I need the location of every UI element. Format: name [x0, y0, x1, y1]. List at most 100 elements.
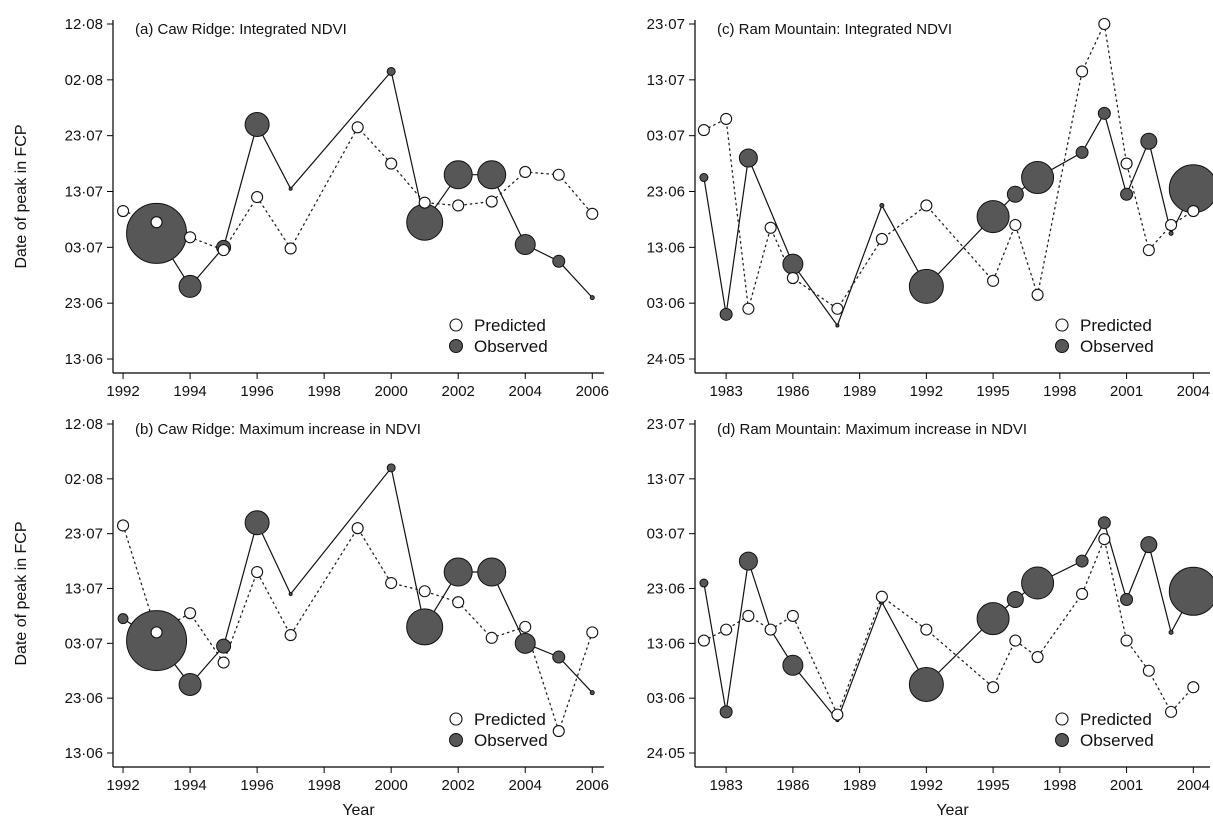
y-tick-label: 02·08 — [65, 471, 103, 488]
predicted-point — [586, 207, 599, 220]
x-tick-label: 2001 — [1110, 777, 1143, 794]
predicted-point — [1120, 157, 1133, 170]
x-tick-label: 1995 — [976, 383, 1009, 400]
predicted-point — [150, 626, 163, 639]
predicted-point — [720, 112, 733, 125]
predicted-point — [1187, 204, 1200, 218]
observed-point — [1097, 516, 1111, 530]
y-tick-label: 12·08 — [65, 416, 103, 433]
predicted-point — [1142, 244, 1155, 257]
predicted-point — [452, 199, 465, 212]
y-tick-label: 03·07 — [647, 526, 685, 543]
x-tick-label: 1986 — [776, 777, 809, 794]
x-tick-label: 1998 — [1043, 383, 1076, 400]
y-tick-label: 13·07 — [65, 581, 103, 598]
observed-point — [1075, 145, 1089, 159]
predicted-point — [150, 216, 163, 229]
x-tick-label: 1998 — [1043, 777, 1076, 794]
x-tick-label: 2002 — [442, 777, 475, 794]
predicted-point — [920, 199, 933, 212]
observed-point — [1097, 106, 1111, 120]
observed-point — [477, 557, 507, 587]
observed-point — [216, 638, 232, 654]
y-tick-label: 13·06 — [65, 745, 103, 762]
y-tick-label: 03·07 — [65, 239, 103, 256]
observed-point — [178, 672, 202, 696]
predicted-point — [764, 221, 777, 234]
predicted-point — [1142, 664, 1155, 677]
panel-title: (d) Ram Mountain: Maximum increase in ND… — [717, 421, 1027, 438]
legend-observed-marker — [1055, 339, 1069, 353]
x-axis-label: Year — [936, 802, 969, 819]
x-tick-label: 2000 — [374, 383, 407, 400]
observed-point — [879, 202, 885, 208]
x-tick-label: 1996 — [240, 777, 273, 794]
x-tick-label: 2002 — [442, 383, 475, 400]
predicted-point — [786, 271, 799, 285]
predicted-point — [875, 232, 888, 246]
x-axis-label: Year — [342, 802, 375, 819]
predicted-point — [217, 244, 230, 257]
y-tick-label: 13·07 — [647, 471, 685, 488]
x-tick-label: 1989 — [843, 383, 876, 400]
predicted-point — [1009, 218, 1022, 232]
legend-observed-marker — [449, 339, 463, 353]
x-tick-label: 2004 — [509, 777, 542, 794]
y-tick-label: 13·06 — [647, 239, 685, 256]
predicted-point — [418, 585, 431, 598]
legend-predicted-marker — [449, 712, 463, 726]
legend-observed-marker — [449, 733, 463, 747]
legend-observed-label: Observed — [1080, 337, 1154, 356]
observed-point — [117, 613, 129, 625]
observed-point — [178, 274, 202, 298]
observed-point — [589, 295, 595, 301]
predicted-point — [519, 620, 532, 633]
predicted-series-line — [703, 536, 1194, 717]
observed-point — [1006, 185, 1024, 203]
x-tick-label: 1983 — [709, 777, 742, 794]
observed-point — [1120, 187, 1134, 201]
predicted-series-line — [122, 126, 593, 251]
legend-observed-label: Observed — [474, 731, 548, 750]
observed-point — [386, 463, 396, 473]
predicted-point — [987, 681, 1000, 694]
legend-predicted-label: Predicted — [474, 316, 546, 335]
x-tick-label: 1994 — [173, 777, 206, 794]
observed-point — [1168, 629, 1174, 635]
observed-point — [443, 557, 473, 587]
panel-b: 13·06 23·06 03·07 13·07 23·07 02·08 12·08 1992 1… — [13, 416, 609, 819]
observed-series-line — [703, 111, 1194, 327]
observed-point — [835, 323, 840, 328]
y-tick-label: 13·06 — [65, 351, 103, 368]
predicted-point — [1009, 634, 1022, 647]
x-tick-label: 1996 — [240, 383, 273, 400]
y-tick-label: 03·06 — [647, 295, 685, 312]
predicted-point — [418, 196, 431, 209]
observed-point — [443, 160, 473, 190]
observed-point — [1075, 554, 1089, 568]
predicted-point — [1187, 681, 1200, 694]
panel-title: (b) Caw Ridge: Maximum increase in NDVI — [135, 421, 421, 438]
y-tick-label: 24·05 — [647, 745, 685, 762]
predicted-point — [351, 522, 364, 535]
predicted-point — [742, 609, 755, 622]
predicted-point — [251, 565, 264, 579]
observed-point — [552, 650, 566, 664]
predicted-point — [742, 302, 755, 315]
observed-point — [719, 705, 733, 719]
legend-predicted-label: Predicted — [1080, 710, 1152, 729]
y-tick-label: 23·07 — [65, 526, 103, 543]
x-tick-label: 1992 — [910, 777, 943, 794]
panel-title: (c) Ram Mountain: Integrated NDVI — [717, 21, 952, 38]
observed-point — [1021, 566, 1055, 600]
y-tick-label: 03·06 — [647, 690, 685, 707]
x-tick-label: 1992 — [106, 383, 139, 400]
observed-point — [1021, 161, 1055, 195]
y-tick-label: 24·05 — [647, 351, 685, 368]
legend-predicted-marker — [1055, 712, 1069, 726]
x-tick-label: 2001 — [1110, 383, 1143, 400]
predicted-point — [920, 623, 933, 636]
observed-point — [589, 690, 595, 696]
observed-series-line — [703, 521, 1194, 722]
